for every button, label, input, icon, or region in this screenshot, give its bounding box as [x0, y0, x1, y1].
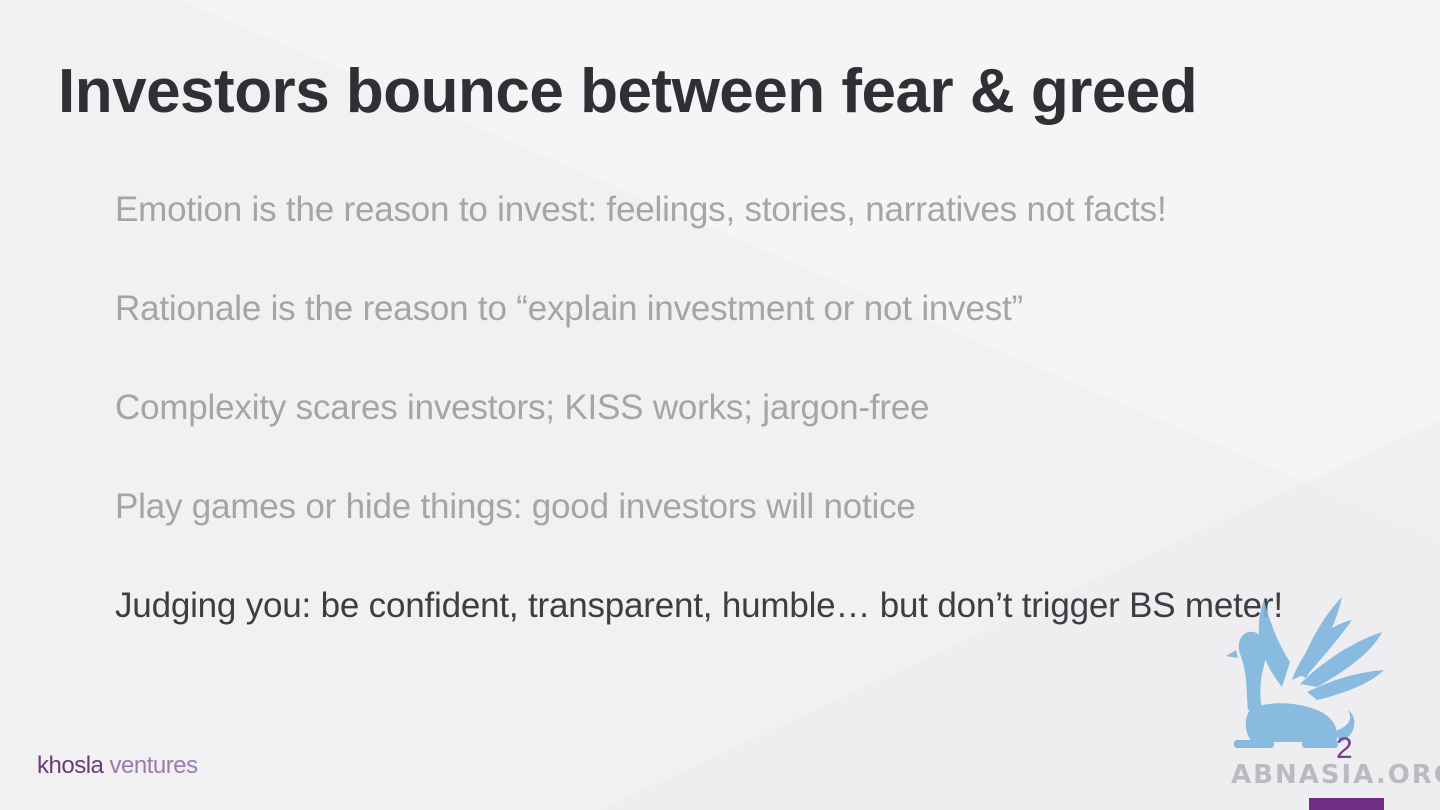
accent-bar	[1309, 798, 1384, 810]
bullet-rationale: Rationale is the reason to “explain inve…	[115, 289, 1024, 328]
logo-word-ventures: ventures	[109, 752, 199, 779]
khosla-ventures-logo: khosla ventures	[37, 752, 198, 780]
bullet-emotion: Emotion is the reason to invest: feeling…	[115, 190, 1167, 229]
logo-word-khosla: khosla	[37, 752, 104, 779]
abnasia-watermark-text: ABNASIA.ORG	[1231, 760, 1440, 790]
bullet-complexity: Complexity scares investors; KISS works;…	[115, 388, 930, 427]
griffin-watermark-icon	[1226, 597, 1384, 748]
bullet-judging-you: Judging you: be confident, transparent, …	[115, 586, 1283, 625]
bullet-play-games: Play games or hide things: good investor…	[115, 487, 916, 526]
slide-title: Investors bounce between fear & greed	[58, 57, 1198, 126]
page-number: 2	[1336, 732, 1353, 765]
